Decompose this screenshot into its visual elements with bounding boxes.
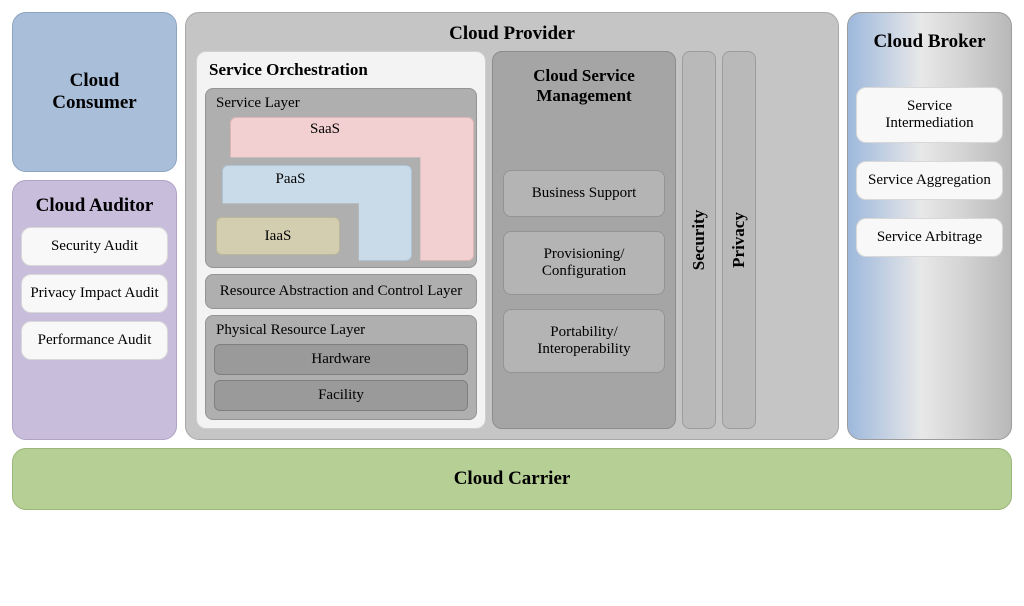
left-column: Cloud Consumer Cloud Auditor Security Au… [12, 12, 177, 440]
provider-body: Service Orchestration Service Layer SaaS… [196, 51, 828, 429]
cloud-carrier-box: Cloud Carrier [12, 448, 1012, 510]
privacy-label: Privacy [729, 212, 749, 268]
security-label: Security [689, 210, 709, 270]
cloud-auditor-title: Cloud Auditor [21, 191, 168, 219]
service-orchestration-title: Service Orchestration [205, 58, 477, 82]
cloud-carrier-title: Cloud Carrier [454, 468, 571, 490]
cloud-auditor-box: Cloud Auditor Security Audit Privacy Imp… [12, 180, 177, 440]
cloud-broker-title: Cloud Broker [856, 23, 1003, 69]
auditor-item-privacy: Privacy Impact Audit [21, 274, 168, 313]
cloud-service-mgmt-box: Cloud Service Management Business Suppor… [492, 51, 676, 429]
top-row: Cloud Consumer Cloud Auditor Security Au… [12, 12, 1012, 440]
cloud-broker-box: Cloud Broker Service Intermediation Serv… [847, 12, 1012, 440]
facility-box: Facility [214, 380, 468, 411]
auditor-item-performance: Performance Audit [21, 321, 168, 360]
abstraction-layer-box: Resource Abstraction and Control Layer [205, 274, 477, 309]
privacy-bar: Privacy [722, 51, 756, 429]
broker-arbitrage: Service Arbitrage [856, 218, 1003, 257]
csm-provisioning: Provisioning/ Configuration [503, 231, 665, 295]
iaas-box: IaaS [216, 217, 340, 255]
service-layer-title: Service Layer [214, 93, 468, 116]
saas-label: SaaS [230, 121, 420, 138]
csm-business-support: Business Support [503, 170, 665, 217]
csm-body: Business Support Provisioning/ Configura… [503, 122, 665, 420]
cloud-service-mgmt-title: Cloud Service Management [503, 60, 665, 110]
service-layer-box: Service Layer SaaS PaaS IaaS [205, 88, 477, 268]
security-bar: Security [682, 51, 716, 429]
physical-layer-title: Physical Resource Layer [214, 320, 468, 339]
broker-intermediation: Service Intermediation [856, 87, 1003, 143]
csm-portability: Portability/ Interoperability [503, 309, 665, 373]
paas-label: PaaS [222, 171, 359, 188]
cloud-consumer-title: Cloud Consumer [52, 70, 136, 114]
cloud-provider-title: Cloud Provider [196, 19, 828, 51]
cloud-consumer-box: Cloud Consumer [12, 12, 177, 172]
hardware-box: Hardware [214, 344, 468, 375]
cloud-provider-box: Cloud Provider Service Orchestration Ser… [185, 12, 839, 440]
service-orchestration-box: Service Orchestration Service Layer SaaS… [196, 51, 486, 429]
broker-aggregation: Service Aggregation [856, 161, 1003, 200]
iaas-label: IaaS [265, 228, 292, 245]
physical-layer-box: Physical Resource Layer Hardware Facilit… [205, 315, 477, 420]
diagram-container: Cloud Consumer Cloud Auditor Security Au… [12, 12, 1012, 510]
auditor-item-security: Security Audit [21, 227, 168, 266]
